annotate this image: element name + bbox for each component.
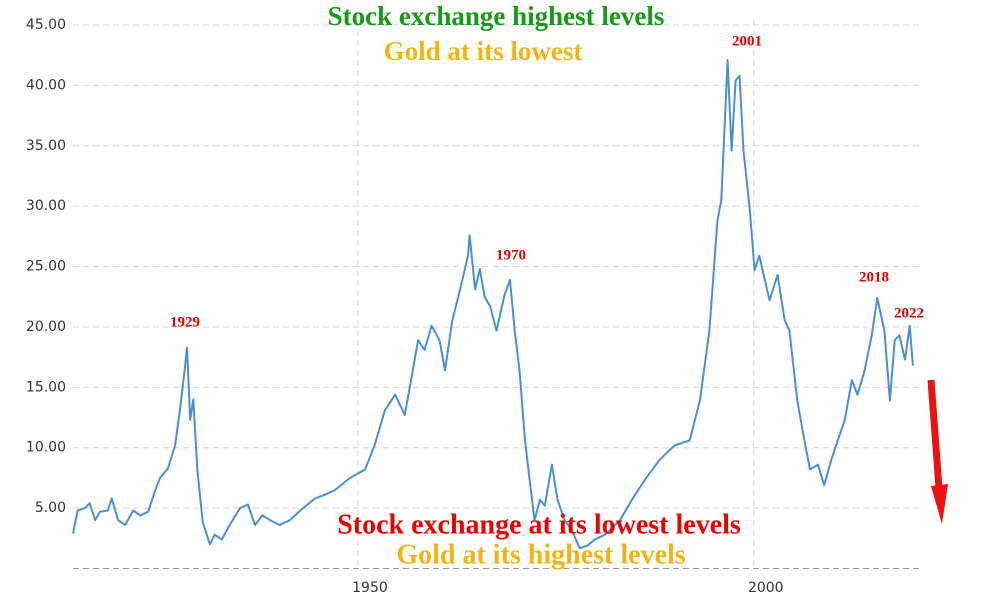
data-line (72, 59, 914, 549)
y-tick-label: 5.00 (35, 500, 66, 516)
y-tick-label: 15.00 (26, 379, 66, 395)
annotation: Gold at its highest levels (396, 539, 685, 570)
annotation: 2001 (732, 33, 762, 49)
y-tick-label: 35.00 (26, 138, 66, 154)
annotation: 2022 (894, 305, 924, 321)
annotation: 2018 (859, 269, 889, 285)
y-tick-label: 10.00 (26, 440, 66, 456)
y-tick-label: 40.00 (26, 77, 66, 93)
arrow-head (931, 484, 948, 524)
arrow (927, 379, 948, 524)
y-tick-label: 45.00 (26, 17, 66, 33)
annotation: Gold at its lowest (384, 36, 583, 66)
y-tick-label: 30.00 (26, 198, 66, 214)
annotation: 1970 (496, 247, 526, 263)
annotation: 1929 (170, 314, 200, 330)
annotation: Stock exchange at its lowest levels (337, 509, 741, 540)
x-tick-label: 2000 (748, 580, 784, 596)
y-tick-label: 20.00 (26, 319, 66, 335)
annotation: Stock exchange highest levels (328, 1, 665, 31)
x-tick-label: 1950 (352, 580, 388, 596)
arrow-shaft (927, 379, 943, 489)
y-tick-label: 25.00 (26, 259, 66, 275)
